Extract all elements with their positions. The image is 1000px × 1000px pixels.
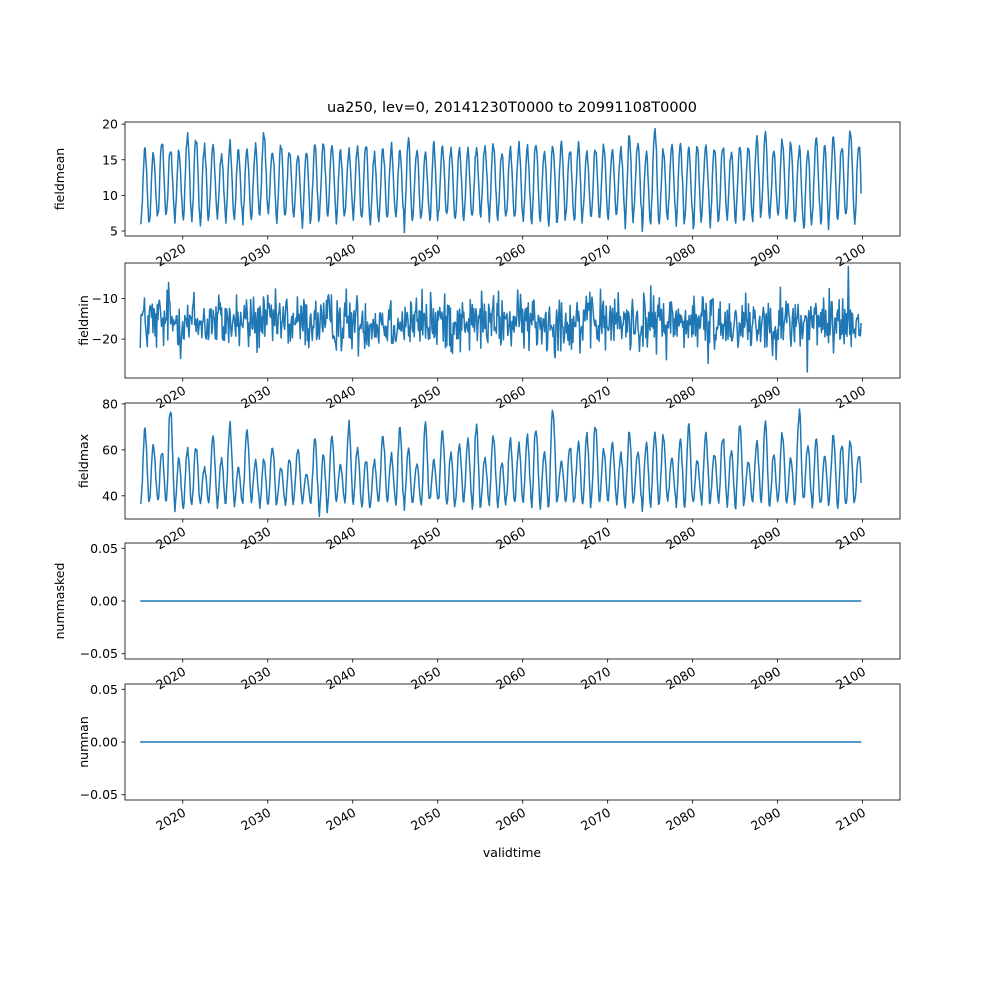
figure-title: ua250, lev=0, 20141230T0000 to 20991108T… [327, 100, 697, 116]
y-tick-label: 20 [102, 117, 118, 132]
y-tick-label: 5 [110, 224, 118, 239]
y-tick-label: 60 [102, 442, 118, 457]
y-tick-label: 0.00 [90, 735, 118, 750]
y-tick-label: 80 [102, 396, 118, 411]
y-tick-label: 0.05 [90, 541, 118, 556]
y-tick-label: −0.05 [80, 646, 118, 661]
y-tick-label: −0.05 [80, 787, 118, 802]
y-tick-label: 0.00 [90, 594, 118, 609]
y-tick-label: 0.05 [90, 682, 118, 697]
x-axis-label: validtime [483, 845, 541, 860]
y-tick-label: 40 [102, 488, 118, 503]
y-tick-label: 15 [102, 152, 118, 167]
series-line-fieldmin [139, 265, 862, 373]
axes-frame [124, 262, 901, 379]
y-tick-label: −20 [92, 332, 118, 347]
y-tick-label: 10 [102, 188, 118, 203]
y-axis-label-fieldmax: fieldmax [76, 434, 91, 488]
y-axis-label-fieldmin: fieldmin [76, 295, 91, 346]
y-axis-label-fieldmean: fieldmean [52, 148, 67, 210]
series-line-fieldmean [140, 127, 862, 234]
axes-frame [124, 121, 901, 237]
series-line-fieldmax [140, 408, 862, 518]
axes-frame [124, 402, 901, 520]
y-axis-label-nummasked: nummasked [52, 563, 67, 640]
y-tick-label: −10 [92, 291, 118, 306]
y-axis-label-numnan: numnan [76, 716, 91, 768]
